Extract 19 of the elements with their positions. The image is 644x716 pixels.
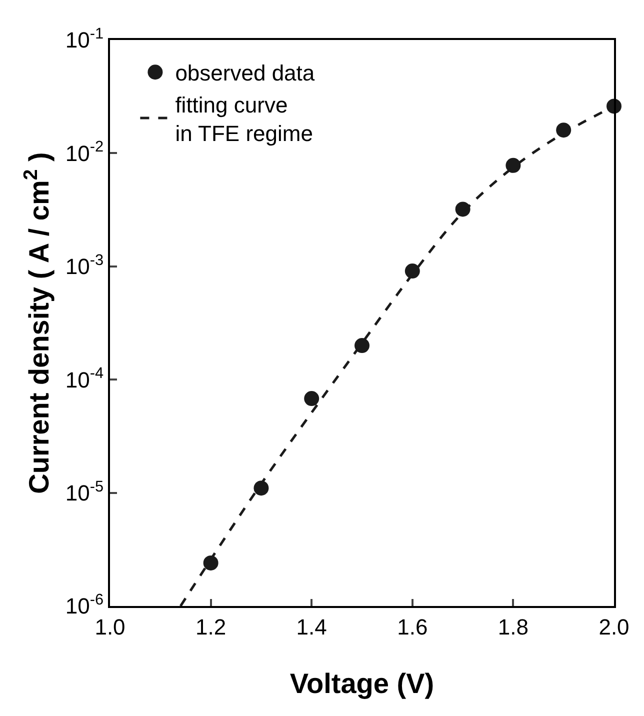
x-tick-label: 2.0 (598, 614, 630, 640)
x-tick-label: 1.6 (397, 614, 428, 640)
point (354, 338, 370, 354)
y-tick-label: 10$^{-2}$ (65, 138, 104, 166)
x-axis-title: Voltage (V) (290, 668, 434, 699)
y-tick-label: 10$^{-4}$ (65, 365, 104, 392)
y-tick-label: 10$^{-1}$ (65, 25, 104, 53)
y-tick-label: 10$^{-3}$ (65, 252, 104, 280)
point (254, 480, 269, 496)
x-tick-label: 1.2 (196, 614, 226, 640)
point (304, 391, 320, 406)
point (203, 555, 218, 570)
y-tick-label: 10$^{-5}$ (65, 478, 104, 506)
x-tick-label: 1.4 (296, 614, 327, 640)
legend-label: observed data (175, 60, 316, 86)
point (404, 264, 420, 279)
legend-label: fitting curve in TFE regime (175, 92, 313, 146)
x-tick-label: 1.8 (498, 614, 528, 640)
point (506, 158, 521, 173)
